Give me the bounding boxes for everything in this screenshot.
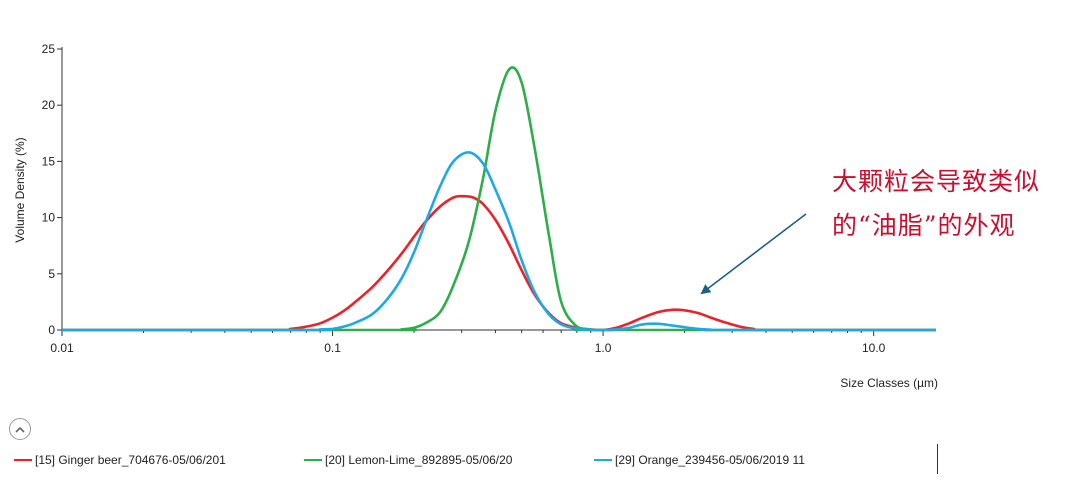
legend-swatch-orange	[594, 459, 612, 461]
annotation-line-2: 的“油脂”的外观	[832, 211, 1016, 240]
annotation-line-1: 大颗粒会导致类似	[832, 167, 1041, 196]
legend-divider	[937, 444, 938, 474]
y-axis-title: Volume Density (%)	[13, 137, 27, 242]
legend-label-lemon-lime: [20] Lemon-Lime_892895-05/06/20	[325, 453, 513, 467]
x-axis-title: Size Classes (µm)	[840, 376, 938, 390]
legend-item-lemon-lime[interactable]: [20] Lemon-Lime_892895-05/06/20	[304, 451, 594, 469]
legend-label-ginger-beer: [15] Ginger beer_704676-05/06/201	[35, 453, 226, 467]
y-tick-label-25: 25	[42, 42, 56, 56]
legend-item-ginger-beer[interactable]: [15] Ginger beer_704676-05/06/201	[14, 451, 304, 469]
legend-item-orange[interactable]: [29] Orange_239456-05/06/2019 11	[594, 451, 854, 469]
annotation-arrow	[700, 213, 807, 295]
x-tick-label-1.0: 1.0	[595, 341, 612, 355]
axes: 0 5 10 15 20 25 0.01 0.1 1.0 10.0	[42, 42, 936, 355]
legend-swatch-lemon-lime	[304, 459, 322, 461]
x-tick-label-0.1: 0.1	[324, 341, 341, 355]
series-line-2	[62, 151, 936, 332]
annotation-text: 大颗粒会导致类似 的“油脂”的外观	[832, 160, 1077, 248]
y-tick-label-0: 0	[48, 323, 55, 337]
legend-swatch-ginger-beer	[14, 459, 32, 461]
y-tick-label-20: 20	[42, 98, 56, 112]
y-tick-label-5: 5	[48, 267, 55, 281]
legend-label-orange: [29] Orange_239456-05/06/2019 11	[615, 453, 805, 467]
collapse-legend-button[interactable]	[9, 418, 31, 440]
y-tick-label-15: 15	[42, 154, 56, 168]
legend: [15] Ginger beer_704676-05/06/201 [20] L…	[14, 451, 854, 469]
series-line-0	[62, 194, 936, 332]
series-layer	[62, 66, 936, 332]
x-tick-label-10.0: 10.0	[862, 341, 886, 355]
x-tick-label-0.01: 0.01	[50, 341, 74, 355]
y-tick-label-10: 10	[42, 211, 56, 225]
chevron-up-icon	[15, 426, 25, 433]
